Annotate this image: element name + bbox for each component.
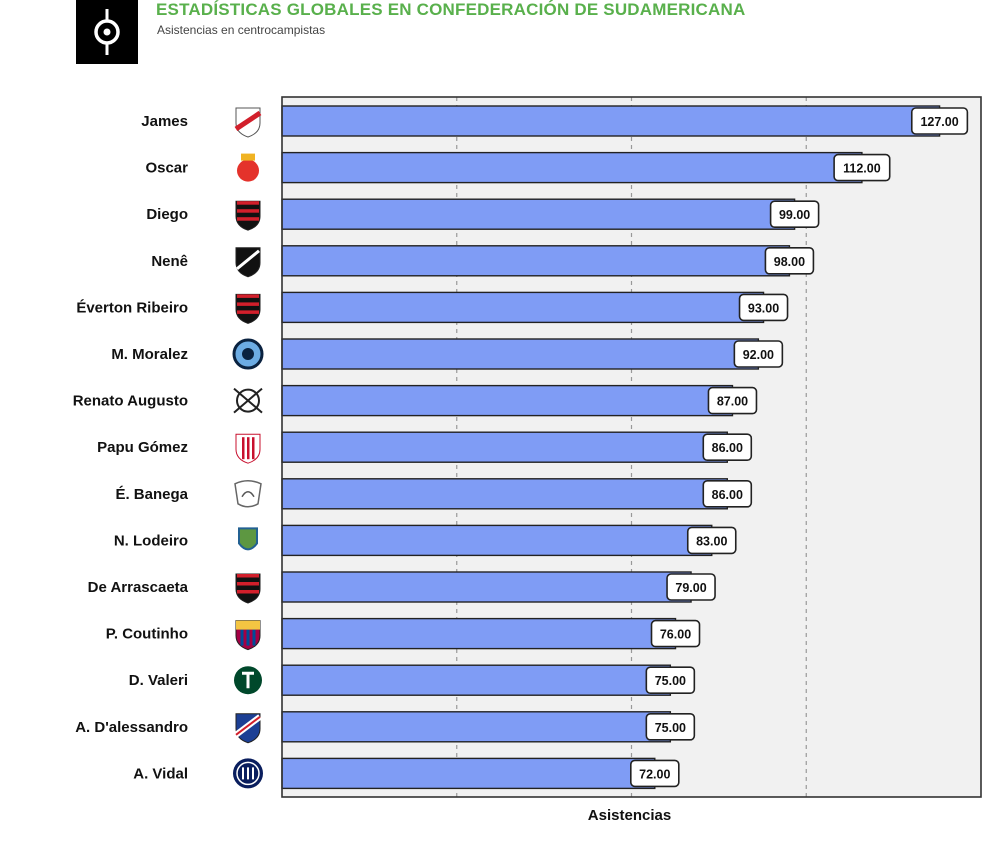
value-label-box	[733, 340, 784, 368]
category-label: Papu Gómez	[97, 439, 188, 456]
value-label: 112.00	[843, 162, 881, 176]
value-label: 99.00	[779, 208, 810, 222]
value-label: 76.00	[660, 628, 691, 642]
flamengo-crest-icon	[235, 573, 261, 604]
category-label: Nenê	[151, 253, 188, 270]
value-label: 87.00	[717, 395, 748, 409]
vasco-crest-icon	[235, 247, 261, 278]
river-plate-crest-icon	[234, 107, 262, 138]
category-label: Éverton Ribeiro	[76, 299, 188, 316]
x-axis-label: Asistencias	[588, 807, 671, 824]
value-label: 83.00	[696, 534, 727, 548]
category-label: A. D'alessandro	[75, 719, 188, 736]
value-label-box	[686, 526, 737, 555]
brand-logo	[76, 0, 138, 64]
category-label: A. Vidal	[133, 765, 188, 782]
bar	[281, 291, 765, 324]
value-label-box	[764, 247, 815, 275]
seattle-sounders-crest-icon	[238, 527, 258, 551]
bar	[281, 338, 760, 370]
nycfc-crest-icon	[232, 338, 264, 370]
value-label-box	[645, 712, 696, 741]
bar	[281, 431, 728, 463]
category-label: De Arrascaeta	[88, 579, 189, 596]
value-labels: 127.00 112.00 99.00 98.00 93.00 92.00 87.00 86.…	[629, 107, 969, 788]
category-label: Oscar	[145, 160, 188, 177]
al-shabab-crest-icon	[234, 480, 262, 508]
category-label: D. Valeri	[129, 672, 188, 689]
category-label: É. Banega	[115, 486, 188, 503]
category-label: Renato Augusto	[73, 393, 188, 410]
plot-frame	[281, 96, 982, 798]
value-label: 127.00	[920, 115, 958, 129]
bar	[281, 664, 672, 696]
value-label-box	[702, 479, 753, 508]
bar	[281, 384, 734, 417]
bar	[281, 478, 728, 510]
category-labels: James Oscar Diego Nenê Éverton Ribeiro M. Mor…	[73, 113, 189, 782]
nacional-crest-icon	[234, 713, 262, 744]
bar	[281, 524, 713, 557]
bar	[281, 617, 677, 650]
value-label-box	[707, 386, 758, 415]
value-label: 93.00	[748, 301, 779, 315]
team-icons	[232, 107, 264, 789]
flamengo-crest-icon	[235, 293, 261, 324]
category-label: Diego	[146, 206, 188, 223]
value-label-box	[702, 433, 753, 462]
category-label: P. Coutinho	[106, 626, 188, 643]
sevilla-crest-icon	[235, 433, 261, 464]
value-label-box	[666, 573, 716, 601]
portland-timbers-crest-icon	[234, 666, 262, 695]
value-label: 86.00	[712, 441, 743, 455]
bar	[281, 198, 796, 230]
value-label-box	[629, 759, 680, 788]
barcelona-crest-icon	[235, 620, 261, 651]
value-label: 92.00	[743, 348, 774, 362]
value-label-box	[833, 153, 891, 182]
inter-crest-icon	[233, 758, 263, 789]
value-label-box	[769, 200, 820, 228]
flamengo-crest-icon	[235, 200, 261, 231]
page-title: ESTADÍSTICAS GLOBALES EN CONFEDERACIÓN D…	[156, 0, 746, 19]
shanghai-sipg-crest-icon	[237, 153, 259, 182]
value-label: 79.00	[675, 581, 706, 595]
value-label: 86.00	[712, 488, 743, 502]
value-label: 75.00	[655, 721, 686, 735]
corinthians-crest-icon	[233, 387, 263, 414]
bar	[281, 757, 656, 790]
value-label: 72.00	[639, 767, 670, 781]
value-label-box	[910, 107, 969, 135]
bar	[281, 711, 672, 743]
value-label: 98.00	[774, 255, 805, 269]
category-label: N. Lodeiro	[114, 532, 188, 549]
value-label: 75.00	[655, 674, 686, 688]
category-label: James	[141, 113, 188, 130]
value-label-box	[738, 293, 789, 322]
bar	[281, 105, 941, 137]
value-label-box	[650, 619, 701, 648]
bar	[281, 571, 692, 603]
value-label-box	[645, 666, 696, 695]
bar	[281, 151, 863, 184]
pitch-icon	[94, 9, 120, 55]
category-label: M. Moralez	[111, 346, 188, 363]
page-subtitle: Asistencias en centrocampistas	[157, 23, 326, 37]
bar	[281, 245, 791, 277]
